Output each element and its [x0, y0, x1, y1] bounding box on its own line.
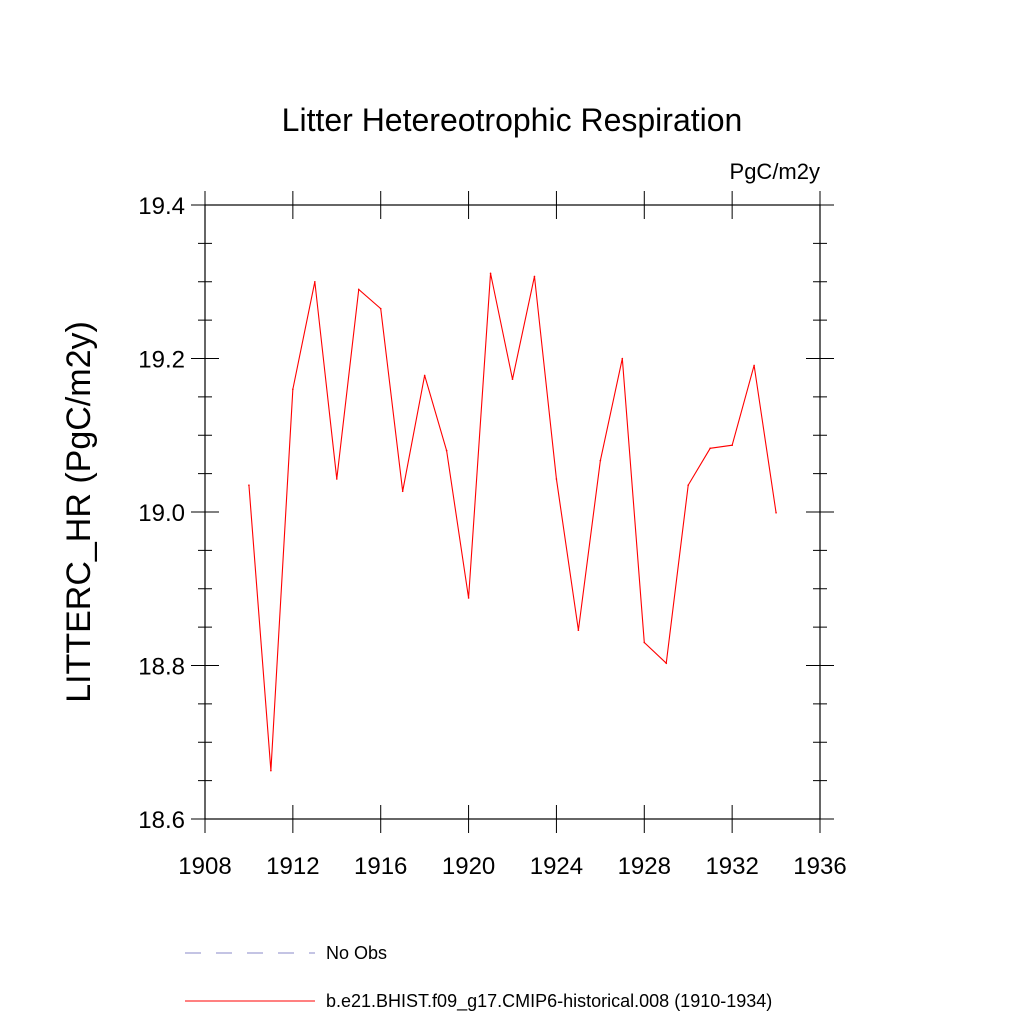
units-label: PgC/m2y: [730, 159, 820, 184]
data-point: [687, 484, 690, 486]
legend-label: No Obs: [326, 943, 387, 963]
data-point: [489, 272, 492, 275]
y-axis: 18.6 18.8 19.0 19.2 19.4: [138, 193, 834, 834]
data-point: [665, 662, 668, 664]
data-point: [248, 484, 250, 486]
series-line: [248, 273, 777, 771]
data-point: [401, 490, 404, 493]
data-point: [270, 769, 272, 772]
y-tick-label: 18.8: [138, 654, 185, 681]
x-tick-label: 1912: [266, 853, 319, 880]
data-point: [731, 444, 733, 447]
x-tick-label: 1928: [618, 853, 671, 880]
plot-frame: [204, 204, 821, 820]
legend-label: b.e21.BHIST.f09_g17.CMIP6-historical.008…: [326, 991, 772, 1012]
data-point: [775, 511, 777, 514]
data-point: [709, 447, 711, 450]
y-tick-label: 19.4: [138, 193, 185, 220]
x-tick-label: 1924: [530, 853, 583, 880]
x-tick-label: 1908: [178, 853, 231, 880]
data-point: [533, 275, 536, 278]
data-point: [621, 357, 624, 360]
x-tick-label: 1936: [793, 853, 846, 880]
data-point: [643, 641, 646, 644]
chart-title: Litter Hetereotrophic Respiration: [282, 102, 743, 138]
x-tick-label: 1916: [354, 853, 407, 880]
x-tick-label: 1920: [442, 853, 495, 880]
y-tick-label: 18.6: [138, 807, 185, 834]
x-tick-label: 1932: [705, 853, 758, 880]
data-point: [314, 280, 316, 283]
data-point: [423, 374, 426, 377]
data-point: [335, 478, 338, 480]
data-point: [445, 449, 448, 452]
data-point: [511, 378, 514, 381]
data-point: [467, 597, 470, 599]
y-tick-label: 19.2: [138, 347, 185, 374]
data-point: [379, 307, 382, 310]
data-point: [577, 629, 580, 631]
data-point: [292, 388, 294, 391]
y-axis-label: LITTERC_HR (PgC/m2y): [60, 321, 98, 703]
series-layer: [248, 272, 777, 772]
legend: No Obs b.e21.BHIST.f09_g17.CMIP6-historic…: [185, 943, 772, 1012]
data-point: [753, 364, 755, 367]
data-point: [599, 459, 602, 462]
x-axis: 1908 1912 1916 1920 1924 1928 1932 1936: [178, 191, 847, 880]
data-point: [555, 478, 558, 480]
y-tick-label: 19.0: [138, 500, 185, 527]
data-point: [357, 288, 360, 291]
